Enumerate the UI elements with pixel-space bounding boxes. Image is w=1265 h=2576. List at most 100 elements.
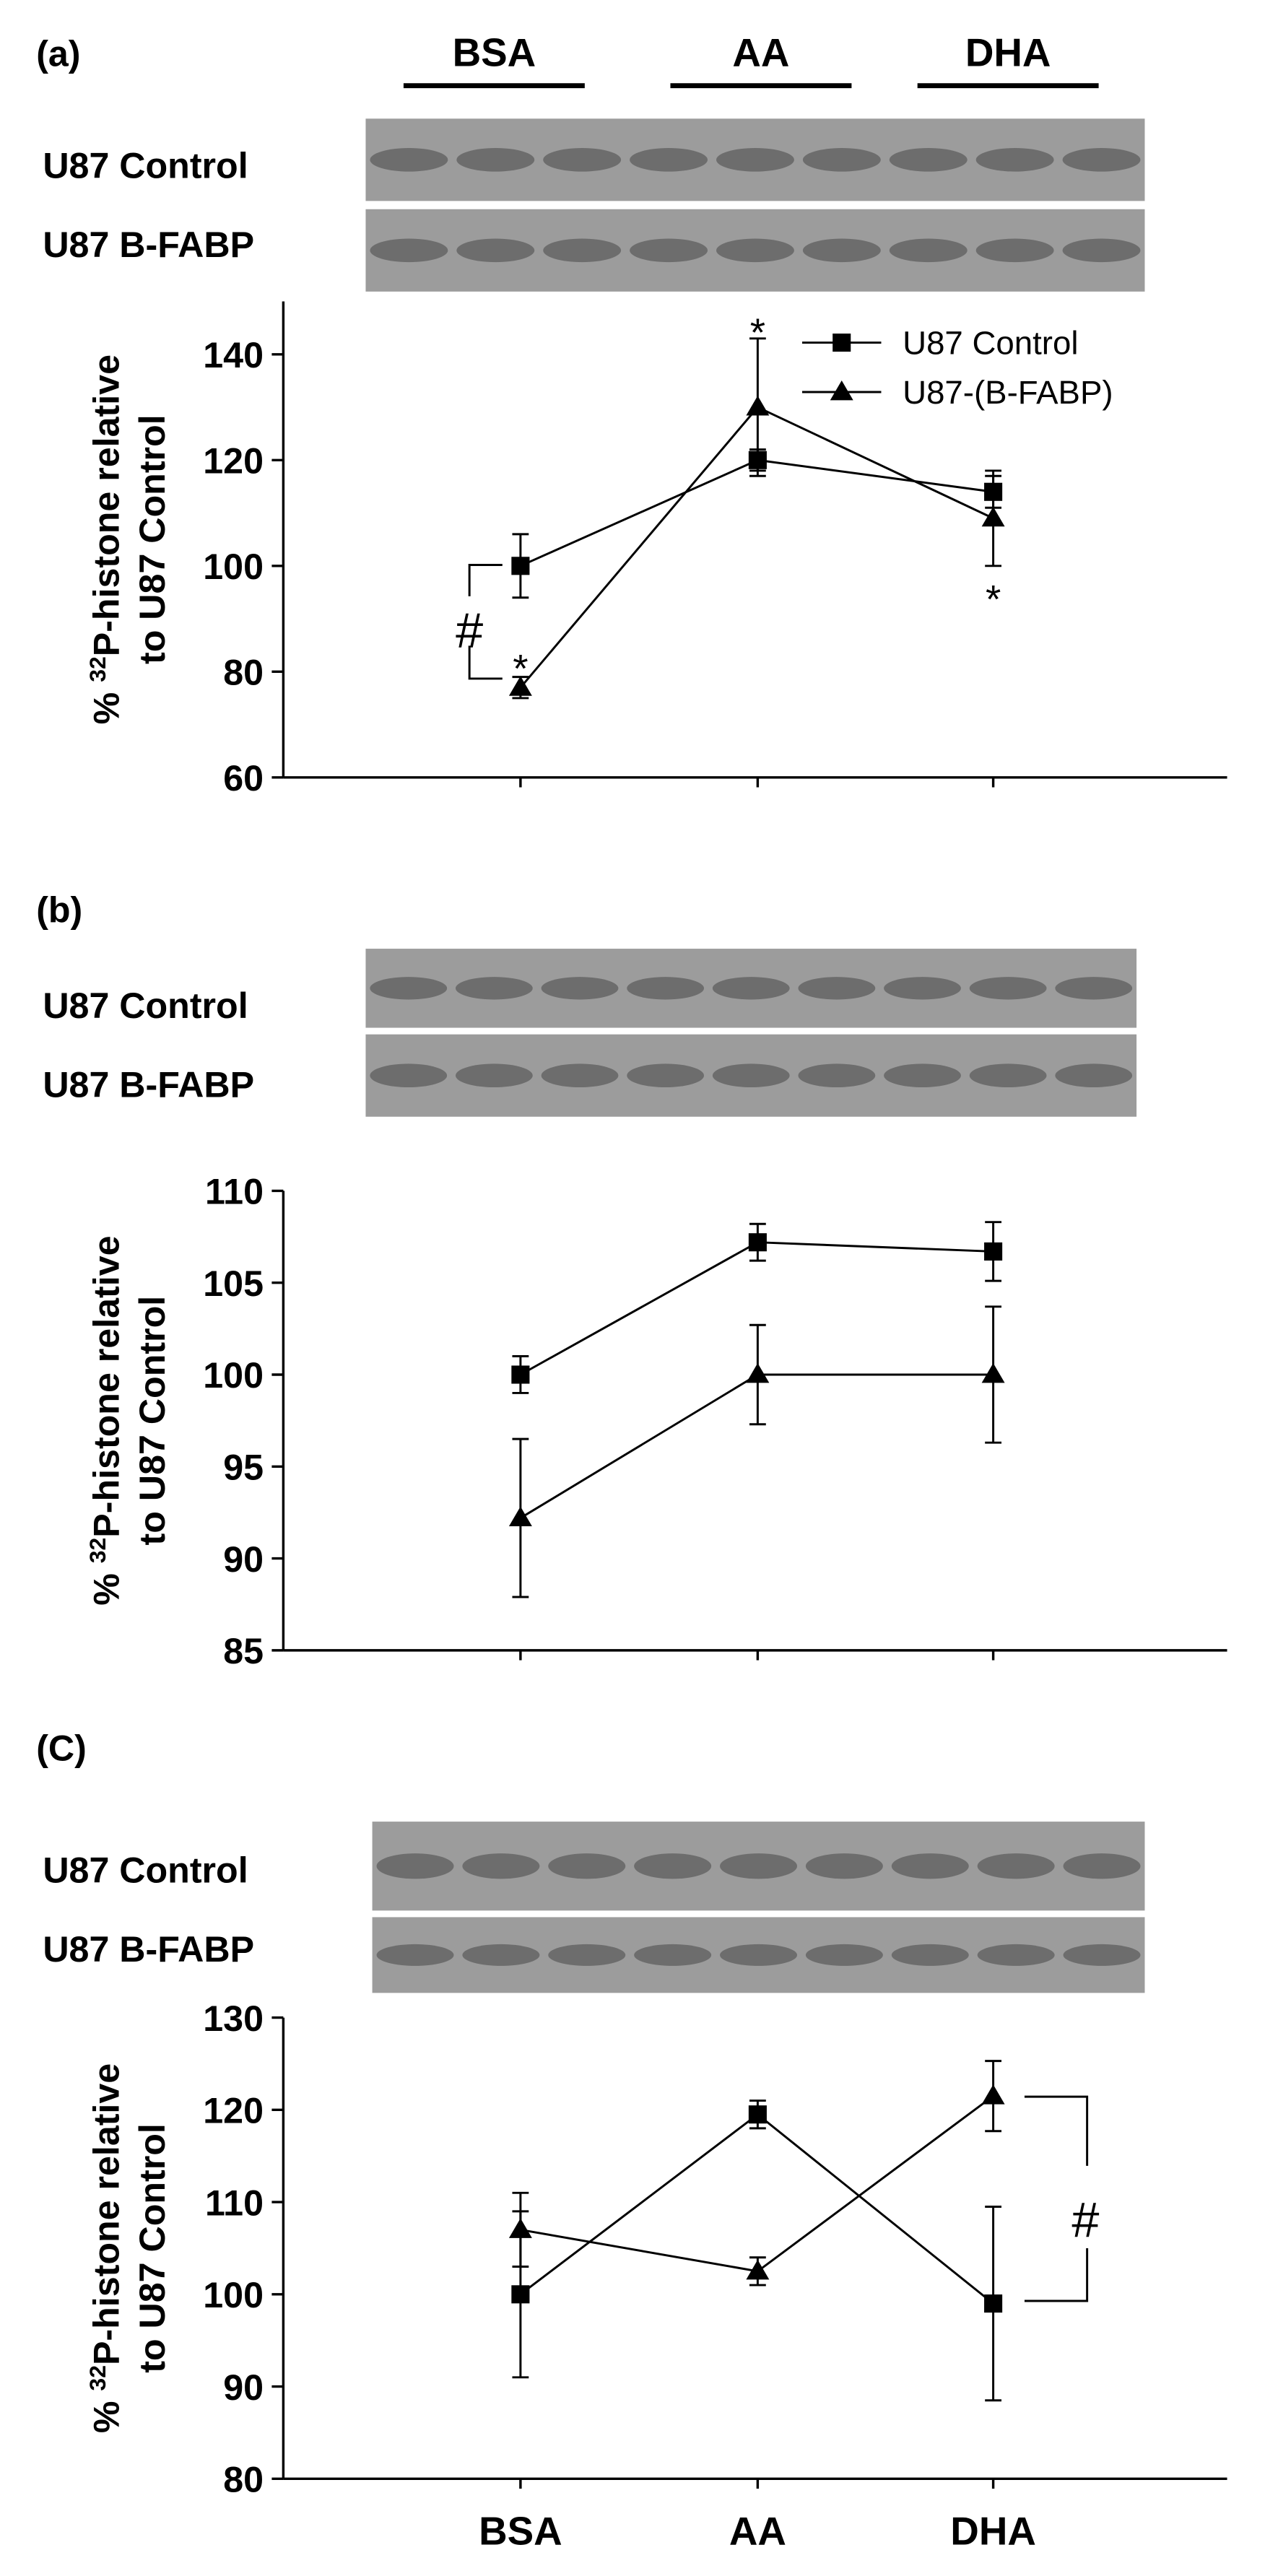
x-tick-label: BSA <box>479 2509 562 2554</box>
y-tick-label: 90 <box>223 2367 264 2408</box>
blot-band <box>716 238 794 263</box>
blot-band <box>370 1063 448 1088</box>
y-axis-label: % 32P-histone relative <box>84 2063 126 2433</box>
blot-band <box>802 148 881 172</box>
legend-label: U87-(B-FABP) <box>903 374 1113 411</box>
annotation: * <box>513 646 528 691</box>
blot-band <box>462 1853 540 1879</box>
blot-band <box>975 148 1054 172</box>
blot-band <box>891 1853 969 1879</box>
blot-band <box>627 1063 705 1088</box>
y-tick-label: 120 <box>203 441 264 482</box>
y-label-prefix: % <box>86 682 126 725</box>
blot-band <box>1062 148 1141 172</box>
marker-triangle <box>981 506 1005 527</box>
blot-band <box>370 148 448 172</box>
marker-square <box>748 2105 767 2124</box>
panel-label: (C) <box>36 1728 87 1769</box>
blot-band <box>712 977 790 1000</box>
y-axis-label: % 32P-histone relative <box>84 1235 126 1605</box>
y-tick-label: 80 <box>223 653 264 693</box>
y-tick-label: 90 <box>223 1539 264 1580</box>
marker-triangle <box>746 2259 770 2280</box>
blot-band <box>975 238 1054 263</box>
blot-band <box>634 1944 712 1966</box>
y-label-text: P-histone relative <box>86 1235 126 1537</box>
blot-band <box>1063 1944 1141 1966</box>
marker-square <box>511 1365 530 1384</box>
blot-band <box>969 1063 1047 1088</box>
blot-row-label: U87 B-FABP <box>43 1064 254 1105</box>
blot-band <box>630 238 708 263</box>
y-tick-label: 120 <box>203 2091 264 2131</box>
blot-row-label: U87 B-FABP <box>43 1929 254 1970</box>
marker-square <box>984 1242 1003 1261</box>
blot-band <box>1062 238 1141 263</box>
y-tick-label: 80 <box>223 2460 264 2500</box>
y-label-prefix: % <box>86 2391 126 2434</box>
blot-row-label: U87 Control <box>43 985 248 1026</box>
y-tick-label: 110 <box>205 2183 264 2223</box>
y-tick-label: 100 <box>203 2275 264 2315</box>
marker-square <box>984 2294 1003 2313</box>
blot-band <box>1055 1063 1133 1088</box>
blot-band <box>891 1944 969 1966</box>
y-tick-label: 100 <box>203 1355 264 1396</box>
blot-band <box>889 148 968 172</box>
y-axis-label: to U87 Control <box>132 414 173 664</box>
marker-triangle <box>981 2084 1005 2105</box>
y-label-text: P-histone relative <box>86 2063 126 2365</box>
y-tick-label: 100 <box>203 547 264 587</box>
blot-band <box>798 977 876 1000</box>
panel-label: (b) <box>36 890 82 931</box>
marker-triangle <box>746 1363 770 1383</box>
blot-band <box>455 1063 533 1088</box>
blot-band <box>541 977 619 1000</box>
blot-band <box>798 1063 876 1088</box>
blot-band <box>720 1944 798 1966</box>
blot-band <box>712 1063 790 1088</box>
blot-row-label: U87 B-FABP <box>43 225 254 265</box>
blot-band <box>370 977 448 1000</box>
blot-band <box>548 1853 626 1879</box>
blot-group-label: BSA <box>453 30 536 74</box>
y-label-prefix: % <box>86 1563 126 1606</box>
legend-marker <box>833 334 851 352</box>
blot-band <box>370 238 448 263</box>
blot-band <box>805 1853 883 1879</box>
y-tick-label: 105 <box>203 1263 264 1304</box>
blot-band <box>716 148 794 172</box>
x-tick-label: AA <box>729 2509 786 2554</box>
blot-band <box>634 1853 712 1879</box>
y-tick-label: 110 <box>205 1172 264 1212</box>
y-tick-label: 95 <box>223 1448 264 1488</box>
y-label-superscript: 32 <box>84 1538 110 1564</box>
significance-bracket <box>1024 2095 1089 2302</box>
blot-band <box>1063 1853 1141 1879</box>
y-label-text: P-histone relative <box>86 354 126 656</box>
blot-band <box>630 148 708 172</box>
blot-band <box>462 1944 540 1966</box>
blot-band <box>541 1063 619 1088</box>
marker-square <box>511 557 530 575</box>
blot-band <box>548 1944 626 1966</box>
marker-square <box>748 1233 767 1252</box>
y-axis-label: to U87 Control <box>132 2123 173 2373</box>
blot-band <box>543 148 622 172</box>
blot-group-label: AA <box>732 30 789 74</box>
blot-row-label: U87 Control <box>43 145 248 186</box>
y-tick-label: 140 <box>203 335 264 375</box>
blot-band <box>376 1944 454 1966</box>
legend-label: U87 Control <box>903 325 1078 362</box>
x-tick-label: DHA <box>950 2509 1036 2554</box>
blot-band <box>884 977 961 1000</box>
blot-band <box>627 977 705 1000</box>
blot-band <box>455 977 533 1000</box>
blot-band <box>376 1853 454 1879</box>
significance-bracket <box>468 564 503 680</box>
y-label-superscript: 32 <box>84 2365 110 2391</box>
blot-band <box>805 1944 883 1966</box>
blot-band <box>977 1944 1055 1966</box>
